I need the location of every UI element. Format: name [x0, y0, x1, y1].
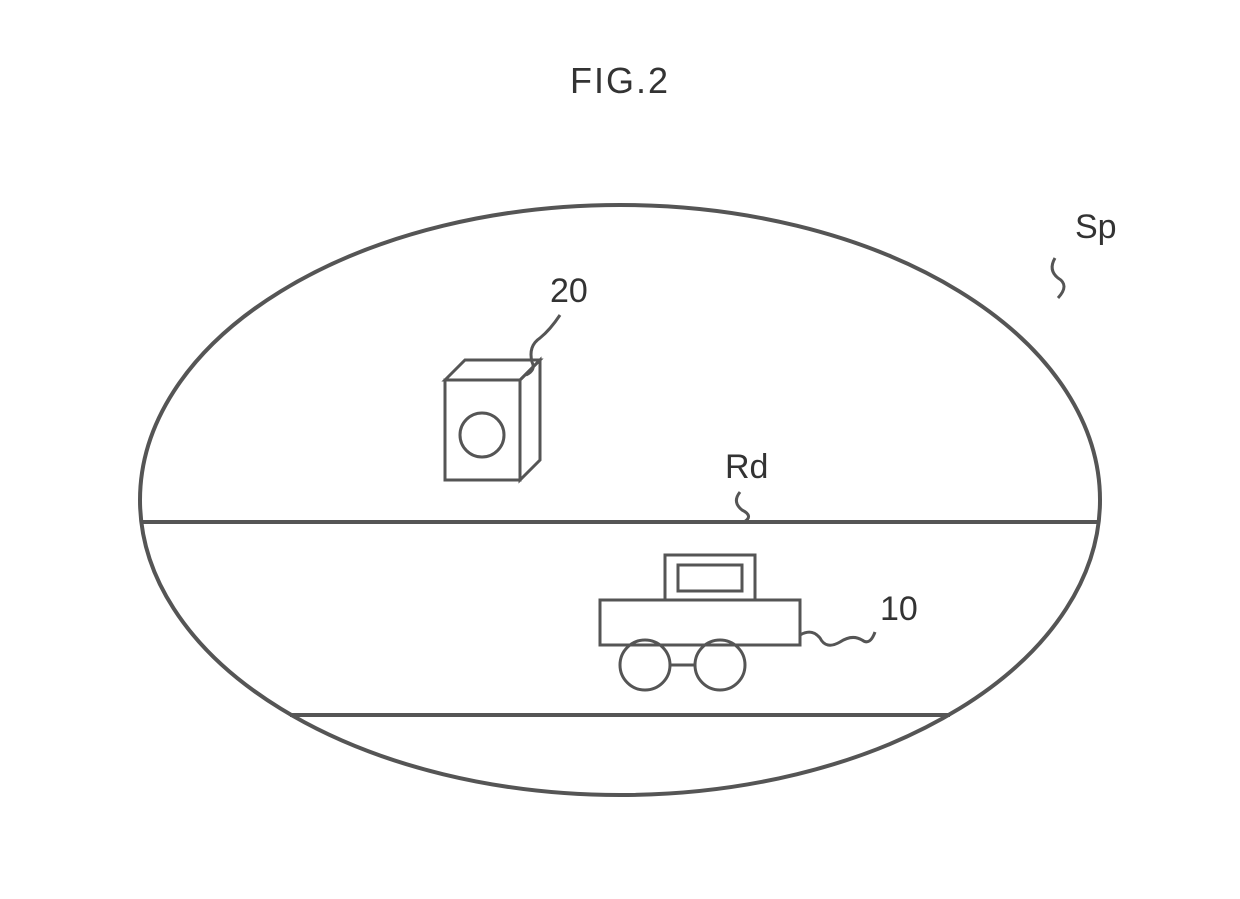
vehicle-leader — [100, 170, 1140, 850]
label-10: 10 — [880, 590, 918, 629]
diagram-container: Sp Rd 20 — [100, 170, 1140, 850]
figure-title: FIG.2 — [570, 60, 670, 102]
